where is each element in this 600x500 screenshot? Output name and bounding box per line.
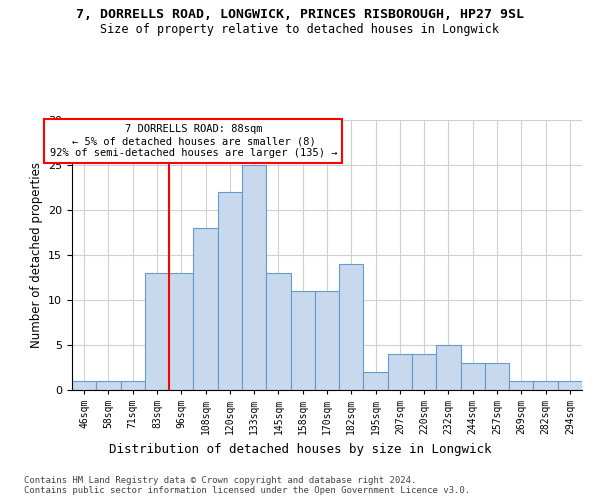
Bar [266, 273, 290, 390]
Bar [339, 264, 364, 390]
Bar [193, 228, 218, 390]
Bar [315, 291, 339, 390]
Text: 7 DORRELLS ROAD: 88sqm
← 5% of detached houses are smaller (8)
92% of semi-detac: 7 DORRELLS ROAD: 88sqm ← 5% of detached … [50, 124, 337, 158]
Bar [121, 381, 145, 390]
Bar [96, 381, 121, 390]
Text: Contains HM Land Registry data © Crown copyright and database right 2024.
Contai: Contains HM Land Registry data © Crown c… [24, 476, 470, 495]
Bar [461, 363, 485, 390]
Bar [242, 165, 266, 390]
Y-axis label: Number of detached properties: Number of detached properties [29, 162, 43, 348]
Bar [509, 381, 533, 390]
Bar [290, 291, 315, 390]
Bar [145, 273, 169, 390]
Bar [485, 363, 509, 390]
Text: 7, DORRELLS ROAD, LONGWICK, PRINCES RISBOROUGH, HP27 9SL: 7, DORRELLS ROAD, LONGWICK, PRINCES RISB… [76, 8, 524, 20]
Bar [412, 354, 436, 390]
Bar [218, 192, 242, 390]
Bar [364, 372, 388, 390]
Bar [72, 381, 96, 390]
Bar [169, 273, 193, 390]
Bar [558, 381, 582, 390]
Text: Distribution of detached houses by size in Longwick: Distribution of detached houses by size … [109, 442, 491, 456]
Bar [436, 345, 461, 390]
Text: Size of property relative to detached houses in Longwick: Size of property relative to detached ho… [101, 22, 499, 36]
Bar [533, 381, 558, 390]
Bar [388, 354, 412, 390]
